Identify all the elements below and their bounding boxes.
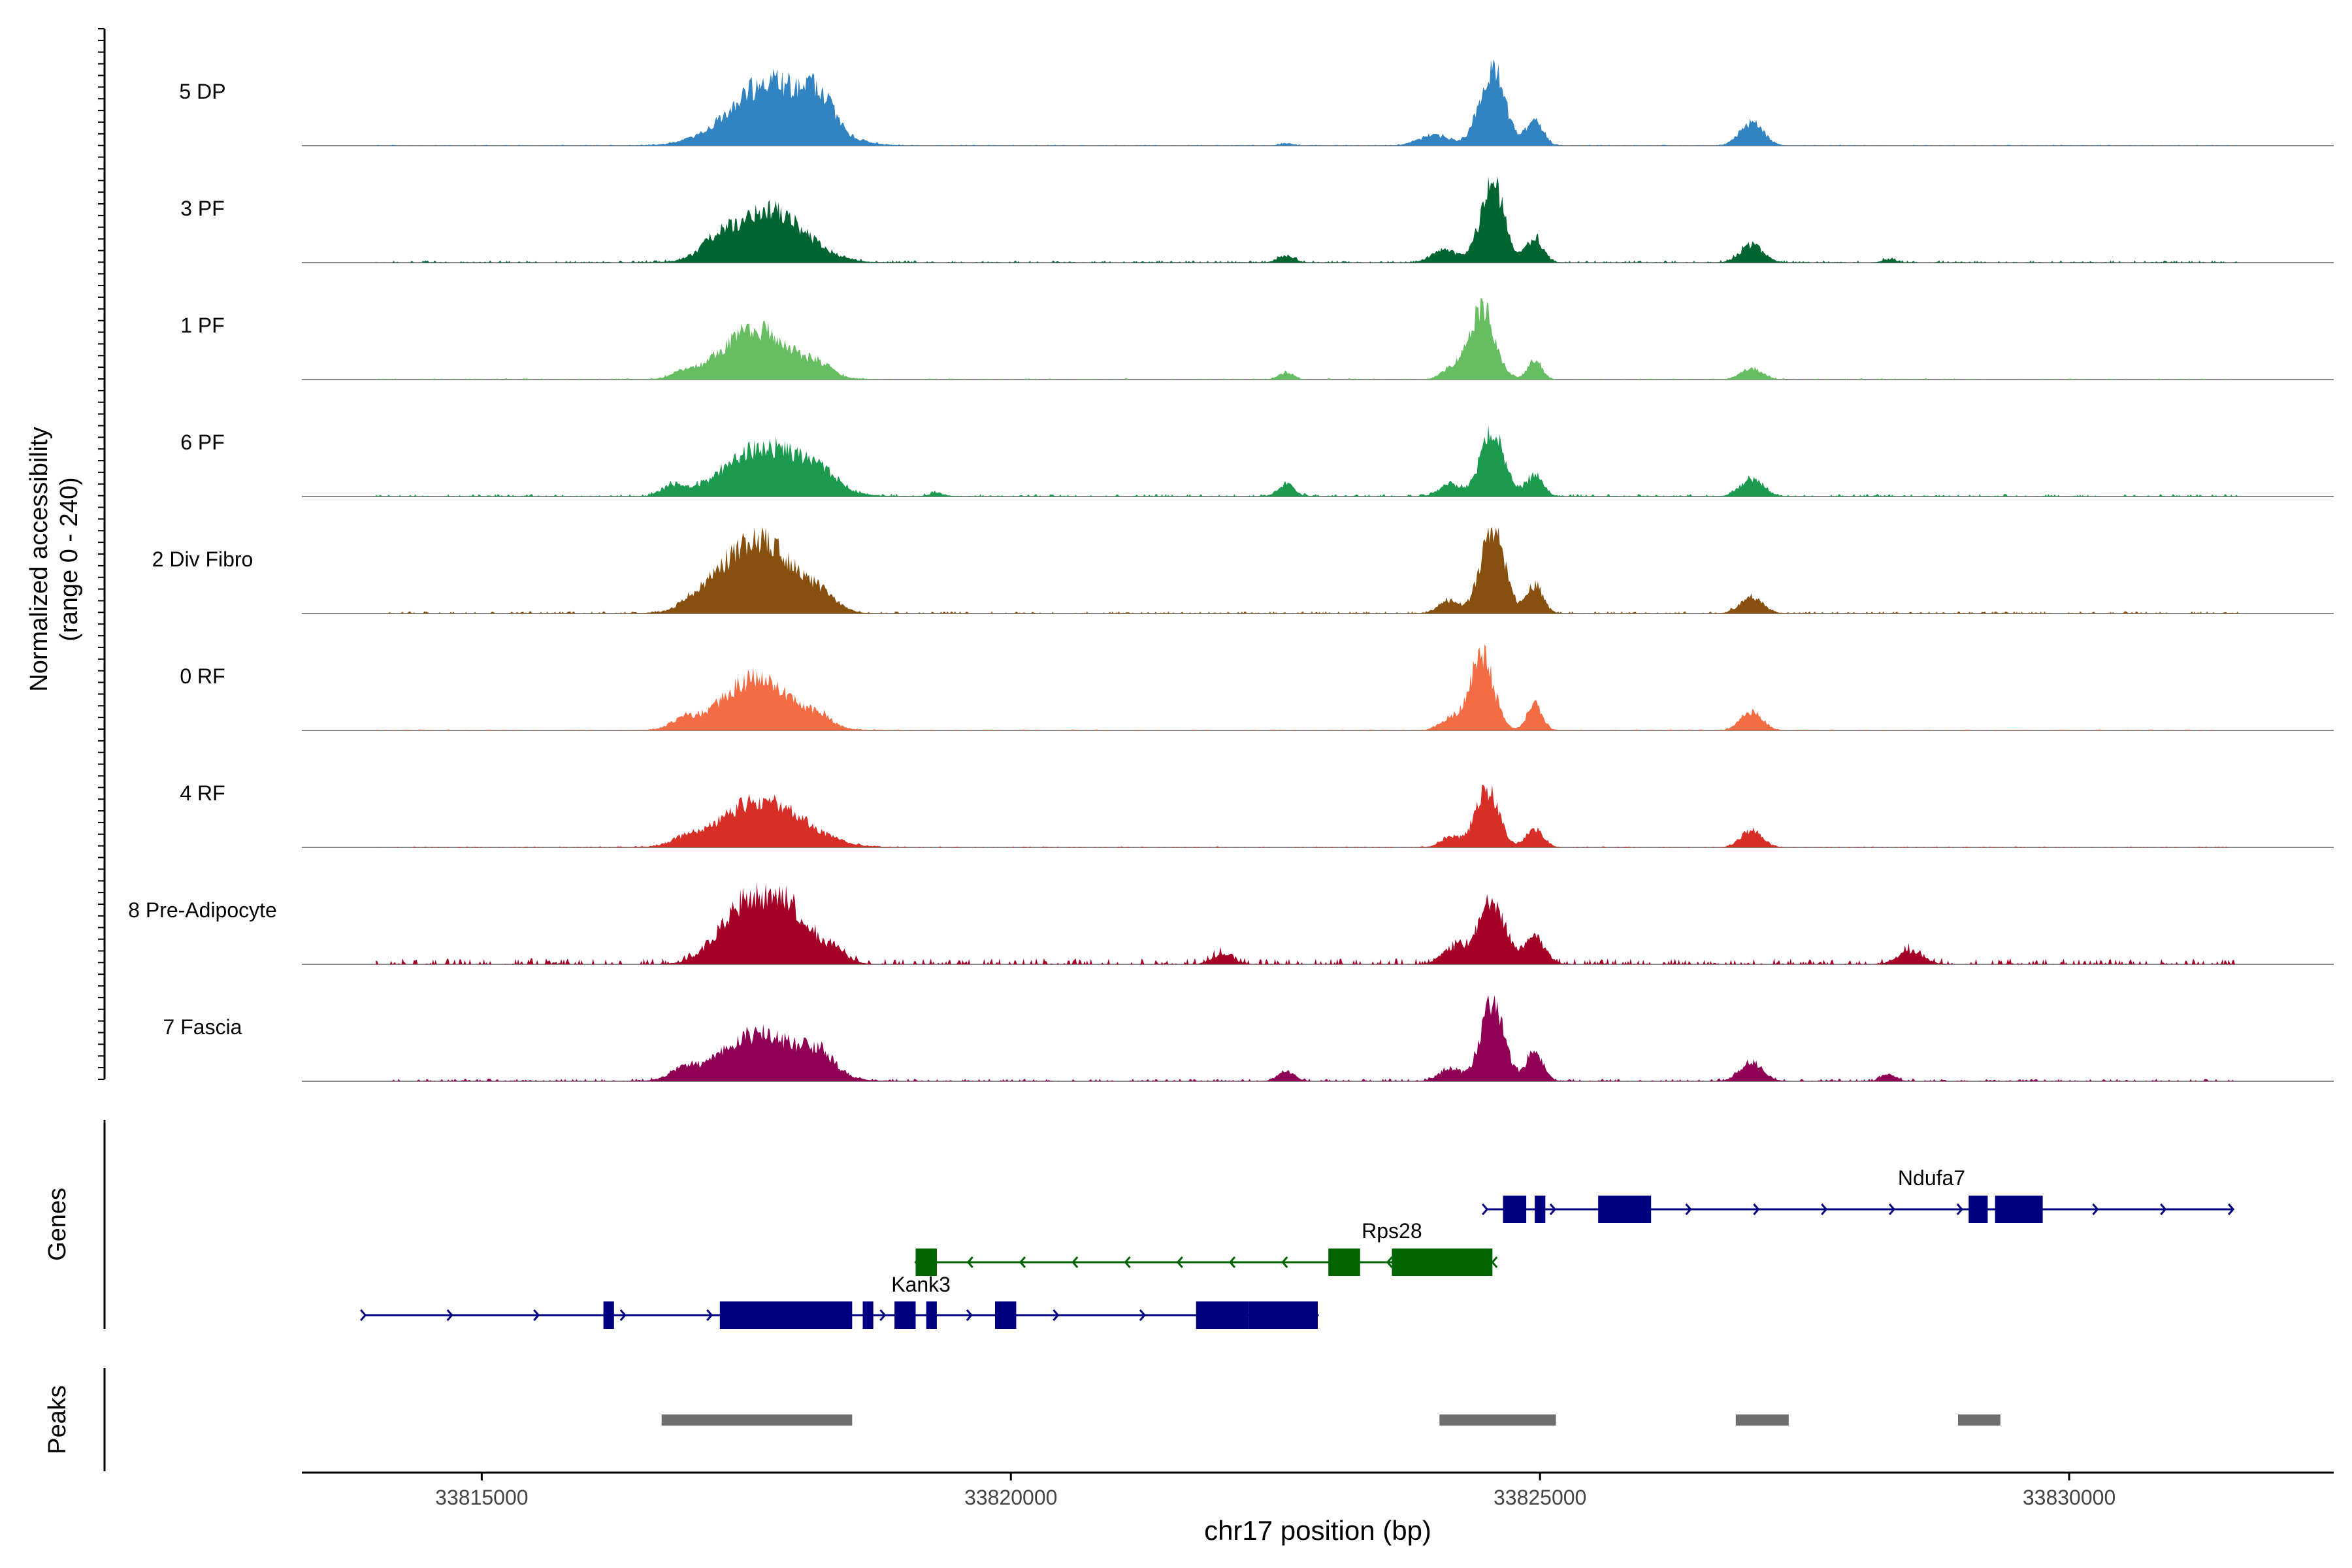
peaks-panel-label: Peaks xyxy=(44,1385,71,1454)
coverage-area xyxy=(376,176,2239,263)
x-tick-label: 33825000 xyxy=(1494,1486,1586,1509)
track-label: 2 Div Fibro xyxy=(152,547,253,571)
strand-arrow xyxy=(1482,1203,1489,1215)
genes-panel: Genes Ndufa7 Rps28 Kank3 xyxy=(44,1120,2235,1329)
track-label: 0 RF xyxy=(180,664,225,688)
coverage-area xyxy=(376,59,2239,146)
gene-ndufa7: Ndufa7 xyxy=(1482,1166,2235,1223)
strand-arrow xyxy=(1229,1256,1236,1268)
track-2-div-fibro: 2 Div Fibro xyxy=(152,527,2334,614)
strand-arrow xyxy=(1281,1256,1288,1268)
exon xyxy=(1392,1249,1493,1276)
track-1-pf: 1 PF xyxy=(180,297,2334,380)
x-axis-title: chr17 position (bp) xyxy=(1204,1515,1431,1546)
genes-panel-label: Genes xyxy=(44,1188,71,1261)
y-axis-subtitle: (range 0 - 240) xyxy=(56,477,83,641)
strand-arrow xyxy=(1821,1203,1828,1215)
strand-arrow xyxy=(2227,1203,2235,1215)
exon xyxy=(894,1301,916,1329)
gene-label: Kank3 xyxy=(891,1273,951,1296)
x-tick-label: 33820000 xyxy=(964,1486,1057,1509)
track-label: 5 DP xyxy=(179,80,225,103)
track-label: 3 PF xyxy=(180,197,225,220)
strand-arrow xyxy=(1053,1309,1060,1321)
coverage-area xyxy=(376,425,2239,497)
exon xyxy=(1598,1196,1652,1223)
coverage-area xyxy=(376,297,2239,380)
track-label: 4 RF xyxy=(180,781,225,805)
strand-arrow xyxy=(706,1309,713,1321)
track-label: 8 Pre-Adipocyte xyxy=(128,898,277,922)
exon xyxy=(1968,1196,1988,1223)
strand-arrow xyxy=(619,1309,627,1321)
x-tick-label: 33815000 xyxy=(435,1486,528,1509)
exon xyxy=(915,1249,937,1276)
strand-arrow xyxy=(1491,1256,1498,1268)
strand-arrow xyxy=(1019,1256,1026,1268)
exon xyxy=(1503,1196,1527,1223)
track-6-pf: 6 PF xyxy=(180,425,2334,497)
exon xyxy=(1196,1301,1249,1329)
strand-arrow xyxy=(533,1309,540,1321)
peak-region xyxy=(661,1414,853,1426)
strand-arrow xyxy=(1386,1256,1393,1268)
x-axis: 33815000 33820000 33825000 33830000 chr17 p… xyxy=(302,1471,2334,1546)
y-axis-title: Normalized accessibility xyxy=(25,427,53,691)
exon xyxy=(995,1301,1017,1329)
exon xyxy=(862,1301,874,1329)
peaks-panel: Peaks xyxy=(44,1368,2001,1471)
track-3-pf: 3 PF xyxy=(180,176,2334,263)
strand-arrow xyxy=(1124,1256,1131,1268)
coverage-tracks: 5 DP 3 PF 1 PF 6 PF 2 Div Fibro 0 RF 4 RF 8 Pre… xyxy=(128,59,2334,1082)
peak-region xyxy=(1735,1414,1789,1426)
track-8-pre-adipocyte: 8 Pre-Adipocyte xyxy=(128,882,2334,965)
strand-arrow xyxy=(1071,1256,1079,1268)
strand-arrow xyxy=(966,1256,973,1268)
strand-arrow xyxy=(1549,1203,1556,1215)
strand-arrow xyxy=(1956,1203,1963,1215)
gene-label: Rps28 xyxy=(1362,1219,1422,1243)
exon xyxy=(1995,1196,2043,1223)
coverage-area xyxy=(376,995,2239,1081)
strand-arrow xyxy=(2092,1203,2099,1215)
x-tick-label: 33830000 xyxy=(2023,1486,2115,1509)
exon xyxy=(719,1301,853,1329)
track-label: 1 PF xyxy=(180,314,225,337)
strand-arrow xyxy=(1888,1203,1896,1215)
strand-arrow xyxy=(1753,1203,1760,1215)
coverage-area xyxy=(376,527,2239,613)
track-5-dp: 5 DP xyxy=(179,59,2334,146)
exon xyxy=(1328,1249,1360,1276)
coverage-area xyxy=(376,644,2239,730)
strand-arrow xyxy=(1685,1203,1692,1215)
strand-arrow xyxy=(1139,1309,1146,1321)
track-label: 6 PF xyxy=(180,431,225,454)
strand-arrow xyxy=(446,1309,453,1321)
strand-arrow xyxy=(360,1309,367,1321)
exon xyxy=(926,1301,937,1329)
exon xyxy=(1535,1196,1546,1223)
track-label: 7 Fascia xyxy=(163,1015,242,1039)
coverage-area xyxy=(376,785,2239,847)
peak-region xyxy=(1439,1414,1556,1426)
strand-arrow xyxy=(2160,1203,2167,1215)
exon xyxy=(603,1301,614,1329)
strand-arrow xyxy=(966,1309,973,1321)
peak-region xyxy=(1958,1414,2001,1426)
gene-kank3: Kank3 xyxy=(360,1273,1319,1329)
strand-arrow xyxy=(1176,1256,1183,1268)
track-0-rf: 0 RF xyxy=(180,644,2334,731)
exon xyxy=(1249,1301,1318,1329)
strand-arrow xyxy=(879,1309,887,1321)
y-axis xyxy=(98,28,106,1080)
track-4-rf: 4 RF xyxy=(180,781,2334,848)
gene-label: Ndufa7 xyxy=(1898,1166,1965,1190)
coverage-area xyxy=(376,882,2239,964)
gene-rps28: Rps28 xyxy=(914,1219,1498,1276)
track-7-fascia: 7 Fascia xyxy=(163,995,2334,1082)
